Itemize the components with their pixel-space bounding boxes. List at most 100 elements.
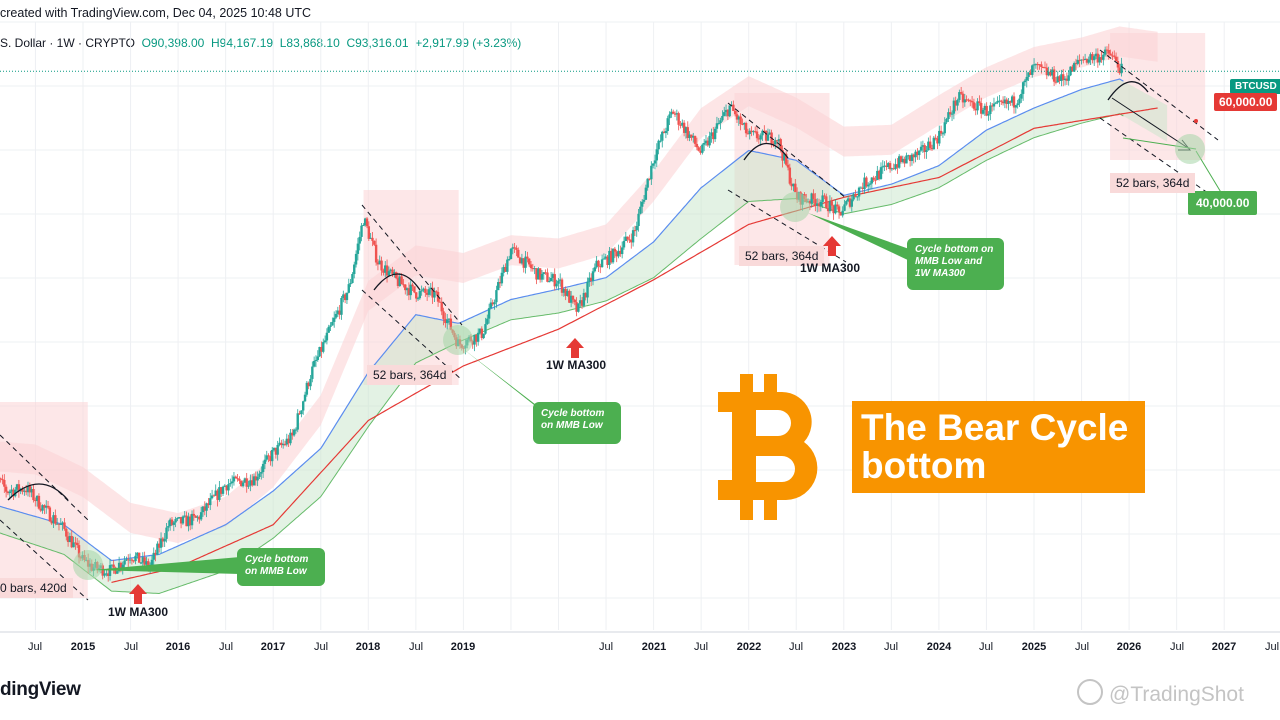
candle-body [726, 109, 730, 117]
candle-body [267, 455, 270, 457]
candle-body [322, 342, 325, 352]
candle-body [1038, 64, 1041, 66]
candle-body [708, 135, 711, 146]
candle-body [486, 318, 489, 325]
candle-body [987, 114, 990, 116]
candle-body [1043, 67, 1047, 69]
candle-body [666, 118, 669, 132]
candle-body [870, 177, 874, 184]
candle-body [3, 479, 6, 487]
candle-body [143, 557, 146, 565]
candle-body [214, 490, 217, 496]
low-value: L83,868.10 [279, 36, 340, 50]
candle-body [119, 562, 123, 568]
candle-body [37, 495, 41, 509]
candle-body [928, 141, 932, 148]
candle-body [1016, 103, 1019, 106]
candle-body [989, 105, 992, 115]
candle-body [752, 131, 755, 133]
candle-body [227, 484, 230, 491]
candle-body [743, 122, 746, 125]
candle-body [316, 356, 319, 360]
candle-body [777, 139, 781, 142]
candle-body [493, 302, 496, 305]
candle-body [385, 265, 389, 276]
candle-body [74, 542, 77, 544]
candle-body [50, 521, 53, 524]
candle-body [677, 113, 680, 125]
x-tick-label: Jul [1169, 641, 1185, 653]
candle-body [252, 476, 256, 486]
candle-body [265, 455, 268, 460]
cycle-bottom-callout: Cycle bottom on MMB Low [533, 402, 621, 444]
candle-body [8, 491, 11, 494]
candle-body [846, 198, 850, 202]
candle-body [517, 249, 520, 258]
candle-body [622, 240, 626, 248]
candle-body [735, 114, 739, 120]
candle-body [673, 113, 677, 115]
candle-body [834, 204, 837, 214]
candle-body [876, 170, 879, 180]
candle-body [283, 443, 287, 445]
candle-body [387, 271, 391, 276]
candle-body [641, 201, 644, 207]
candle-body [400, 276, 403, 285]
candle-body [116, 571, 119, 574]
candle-body [757, 138, 761, 140]
candle-body [416, 298, 420, 300]
candle-body [998, 100, 1001, 102]
candle-body [137, 552, 141, 563]
candle-body [190, 513, 194, 526]
candle-body [905, 155, 908, 164]
candle-body [675, 113, 679, 115]
candle-body [1049, 71, 1052, 76]
candle-body [520, 258, 524, 264]
candle-body [990, 105, 994, 107]
candle-body [792, 183, 795, 187]
candle-body [1040, 64, 1043, 67]
candle-body [710, 132, 713, 136]
candle-body [956, 99, 959, 106]
candle-body [529, 264, 533, 269]
candle-body [110, 564, 114, 566]
ma300-up-arrow [129, 584, 147, 604]
candle-body [861, 187, 864, 189]
bitcoin-icon [718, 374, 818, 520]
candle-body [30, 489, 33, 493]
candle-body [152, 552, 155, 560]
candle-body [888, 163, 892, 170]
candle-body [823, 195, 826, 197]
candle-body [55, 523, 59, 525]
candle-body [588, 277, 591, 282]
callout-pointer [462, 348, 548, 416]
candle-body [254, 476, 258, 481]
ma300-label: 1W MA300 [546, 358, 607, 372]
candle-body [1076, 59, 1080, 64]
candle-body [347, 284, 350, 293]
candle-body [1007, 100, 1010, 104]
candle-body [70, 536, 73, 548]
x-tick-label: 2022 [736, 641, 762, 653]
candle-body [850, 199, 854, 207]
candle-body [1087, 59, 1090, 63]
candle-body [821, 195, 824, 202]
candle-body [196, 516, 199, 518]
channel-dashed-line [361, 204, 463, 326]
candle-body [947, 112, 950, 119]
candle-body [737, 116, 741, 120]
candle-body [407, 288, 411, 296]
candle-body [298, 413, 301, 415]
candle-body [274, 447, 278, 455]
candle-body [659, 140, 662, 142]
candle-body [300, 410, 303, 415]
candle-body [741, 123, 744, 125]
candle-body [45, 505, 48, 508]
candle-body [312, 360, 316, 367]
candle-body [887, 163, 890, 167]
candle-body [1098, 57, 1101, 63]
candle-body [981, 109, 985, 114]
candle-body [105, 573, 108, 575]
candle-body [32, 489, 35, 501]
